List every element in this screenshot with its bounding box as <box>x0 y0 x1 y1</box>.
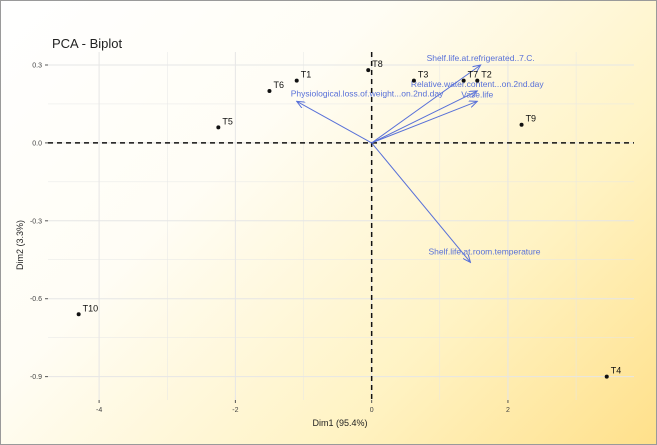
data-point <box>519 122 524 127</box>
data-point <box>294 78 299 83</box>
data-point <box>216 125 221 130</box>
data-point <box>461 78 466 83</box>
point-label: T10 <box>83 303 99 313</box>
variable-label: Physiological.loss.of.weight...on.2nd.da… <box>291 88 444 98</box>
variable-arrow <box>371 91 478 144</box>
point-label: T4 <box>611 366 622 376</box>
x-tick-label: -4 <box>96 407 102 414</box>
data-point <box>76 312 81 317</box>
variable-label: Vase.life <box>461 89 493 99</box>
point-label: T8 <box>372 59 383 69</box>
point-label: T9 <box>526 114 537 124</box>
variable-arrow <box>371 101 478 144</box>
x-tick-label: -2 <box>232 407 238 414</box>
y-tick-label: 0.0 <box>32 140 42 147</box>
x-axis-ticks: -4 -2 0 2 <box>96 400 510 414</box>
y-tick-label: 0.3 <box>32 62 42 69</box>
point-label: T3 <box>418 70 429 80</box>
variable-arrow <box>371 65 481 144</box>
chart-title: PCA - Biplot <box>52 36 122 51</box>
y-axis-ticks: 0.3 0.0 -0.3 -0.6 -0.9 <box>30 62 48 381</box>
data-point <box>366 68 371 73</box>
variable-label: Shelf.life.at.room.temperature <box>428 246 540 256</box>
y-tick-label: -0.6 <box>30 296 42 303</box>
data-point <box>411 78 416 83</box>
data-point <box>475 78 480 83</box>
x-axis-label: Dim1 (95.4%) <box>312 418 367 428</box>
grid-lines <box>48 52 634 400</box>
variable-arrow <box>297 101 372 144</box>
variable-label: Relative.water.content...on.2nd.day <box>411 79 545 89</box>
y-tick-label: -0.3 <box>30 218 42 225</box>
point-label: T5 <box>222 116 233 126</box>
y-tick-label: -0.9 <box>30 374 42 381</box>
x-tick-label: 2 <box>506 407 510 414</box>
point-label: T6 <box>273 80 284 90</box>
variable-arrow <box>371 142 471 262</box>
variable-arrows: Shelf.life.at.refrigerated..7.C. Relative… <box>291 53 545 262</box>
point-label: T7 <box>468 70 479 80</box>
x-tick-label: 0 <box>370 407 374 414</box>
variable-label: Shelf.life.at.refrigerated..7.C. <box>427 53 535 63</box>
data-points: T1 T2 T3 T4 T5 T6 T7 T8 T9 T10 <box>76 59 622 379</box>
point-label: T1 <box>301 70 312 80</box>
zero-lines <box>48 52 634 400</box>
data-point <box>267 88 272 93</box>
point-label: T2 <box>481 70 492 80</box>
data-point <box>604 374 609 379</box>
y-axis-label: Dim2 (3.3%) <box>15 220 25 270</box>
